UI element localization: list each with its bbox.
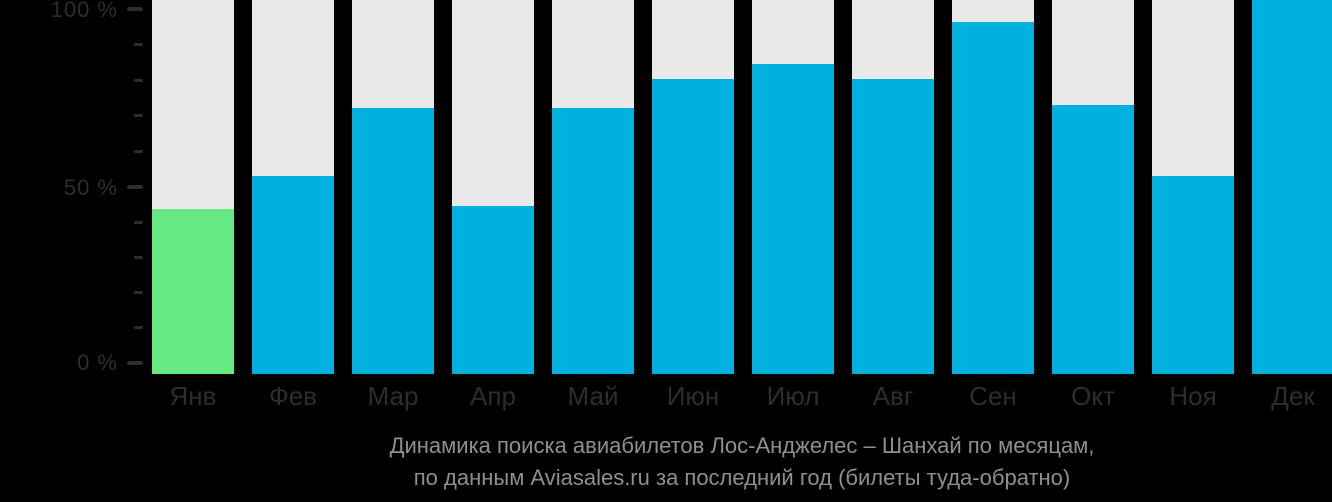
x-axis-labels: Янв Фев Мар Апр Май Июн Июл Авг Сен Окт Ноя Дек [152,381,1332,411]
y-axis-minor-tick [134,43,143,47]
x-axis-label-12: Дек [1271,381,1315,411]
bar-1 [152,209,234,374]
bar-column-1 [152,0,234,374]
bar-column-7 [752,0,834,374]
caption-subtitle: по данным Aviasales.ru за последний год … [413,465,1071,490]
x-axis-label-2: Фев [268,381,318,411]
y-axis-major-tick [127,7,143,11]
y-axis-label-50: 50 % [63,175,118,200]
x-axis-label-3: Мар [367,381,419,411]
x-axis-label-7: Июл [766,381,820,411]
bar-6 [652,79,734,374]
bar-column-4 [452,0,534,374]
bar-8 [852,79,934,374]
y-axis-label-0: 0 % [77,350,118,375]
y-axis-label-100: 100 % [50,0,118,22]
x-axis-label-8: Авг [872,381,914,411]
bar-3 [352,108,434,374]
bar-12 [1252,0,1332,374]
x-axis-label-1: Янв [169,381,217,411]
bar-5 [552,108,634,374]
bar-column-8 [852,0,934,374]
x-axis-label-6: Июн [666,381,720,411]
bar-column-12 [1252,0,1332,374]
x-axis-label-11: Ноя [1169,381,1217,411]
y-axis-major-tick [127,185,143,189]
caption-title: Динамика поиска авиабилетов Лос-Анджелес… [389,433,1095,458]
y-axis-minor-tick [134,78,143,82]
bar-column-5 [552,0,634,374]
bar-column-10 [1052,0,1134,374]
y-axis-minor-tick [134,255,143,259]
bar-10 [1052,105,1134,374]
bar-11 [1152,176,1234,374]
chart-caption: Динамика поиска авиабилетов Лос-Анджелес… [152,430,1332,494]
x-axis-label-10: Окт [1071,381,1115,411]
x-axis-label-4: Апр [470,381,516,411]
y-axis-major-tick [127,361,143,365]
bar-column-2 [252,0,334,374]
y-axis-minor-tick [134,291,143,295]
y-axis-minor-tick [134,326,143,330]
bar-column-9 [952,0,1034,374]
plot-area [152,0,1332,374]
bar-7 [752,64,834,374]
x-axis-label-5: Май [567,381,619,411]
x-axis-label-9: Сен [969,381,1017,411]
bar-column-6 [652,0,734,374]
bar-column-11 [1152,0,1234,374]
bar-9 [952,22,1034,374]
y-axis-minor-tick [134,114,143,118]
bar-column-3 [352,0,434,374]
bar-2 [252,176,334,374]
bar-4 [452,206,534,374]
y-axis-minor-tick [134,149,143,153]
y-axis-minor-tick [134,220,143,224]
